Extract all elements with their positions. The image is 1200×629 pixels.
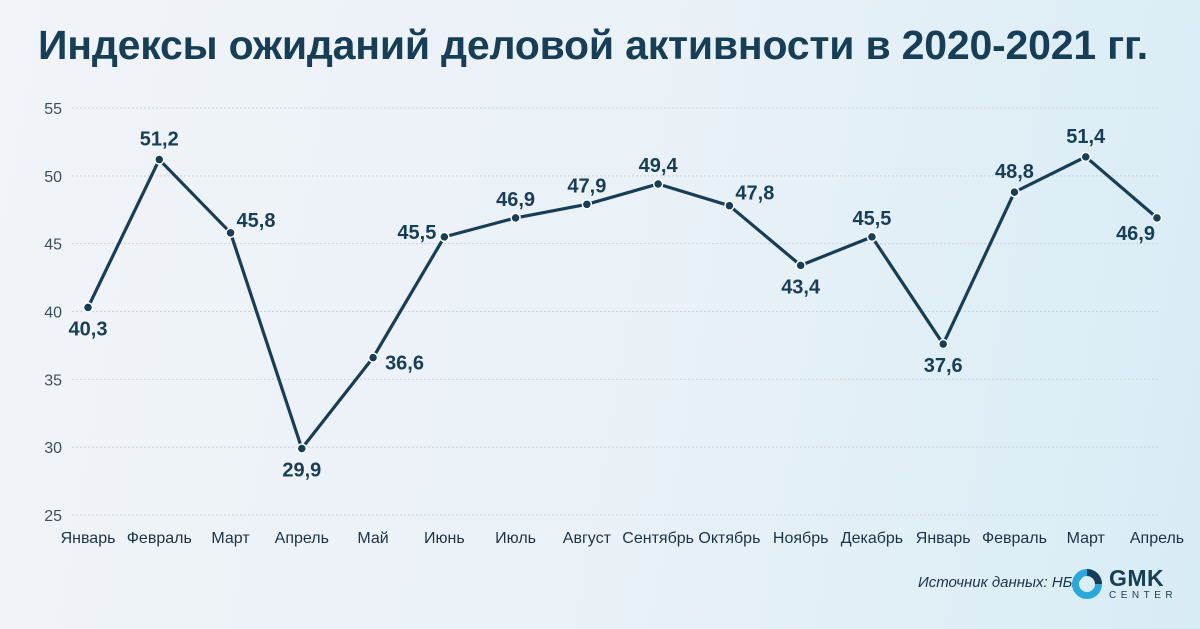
data-label: 45,8: [237, 210, 276, 232]
data-point: [795, 260, 806, 271]
data-point: [724, 200, 735, 211]
data-label: 46,9: [496, 189, 535, 211]
x-tick-label: Июль: [495, 530, 536, 547]
data-label: 48,8: [995, 161, 1034, 183]
data-label: 45,5: [852, 208, 891, 230]
x-tick-label: Апрель: [275, 530, 329, 547]
data-labels: 40,3 51,2 45,8 29,9 36,6 45,5 46,9 47,9 49,4 47,8…: [69, 126, 1155, 482]
data-point: [581, 199, 593, 210]
y-axis-ticks: 25 30 35 40 45 50 55: [44, 101, 62, 525]
x-tick-label: Август: [563, 530, 612, 547]
data-point: [510, 212, 521, 224]
x-tick-label: Март: [1067, 530, 1106, 547]
data-label: 37,6: [924, 355, 963, 377]
x-tick-label: Май: [357, 530, 388, 547]
data-label: 47,9: [567, 175, 606, 197]
x-tick-label: Декабрь: [841, 530, 903, 547]
data-point: [154, 154, 165, 165]
x-tick-label: Июнь: [424, 530, 465, 547]
data-point: [1151, 212, 1163, 224]
logo-sub-text: CENTER: [1109, 590, 1178, 601]
source-note: Источник данных: НБУ: [918, 574, 1082, 591]
data-point: [367, 352, 379, 363]
data-point: [82, 302, 94, 313]
data-label: 51,4: [1066, 126, 1106, 148]
x-tick-label: Сентябрь: [622, 530, 694, 547]
y-tick-label: 55: [44, 101, 62, 118]
x-tick-label: Апрель: [1130, 530, 1184, 547]
y-tick-label: 45: [44, 237, 62, 254]
data-point: [296, 443, 308, 454]
x-tick-label: Февраль: [127, 530, 192, 547]
data-point: [652, 178, 664, 190]
gmk-center-logo-icon: [1072, 569, 1102, 599]
data-label: 40,3: [69, 318, 108, 340]
data-label: 45,5: [397, 222, 436, 244]
x-tick-label: Февраль: [982, 530, 1047, 547]
y-tick-label: 50: [44, 169, 62, 186]
y-tick-label: 30: [44, 440, 62, 457]
data-point: [225, 227, 236, 239]
series-line: [86, 155, 1159, 451]
x-tick-label: Март: [211, 530, 250, 547]
x-tick-label: Октябрь: [698, 530, 760, 547]
data-point: [1080, 151, 1091, 163]
data-point: [1009, 186, 1020, 198]
data-point: [866, 231, 878, 243]
x-tick-label: Ноябрь: [773, 530, 829, 547]
data-label: 51,2: [140, 129, 179, 151]
x-tick-label: Январь: [916, 530, 971, 547]
data-label: 46,9: [1116, 223, 1155, 245]
data-label: 29,9: [282, 460, 321, 482]
y-tick-label: 40: [44, 305, 62, 322]
x-tick-label: Январь: [61, 530, 116, 547]
chart-title: Индексы ожиданий деловой активности в 20…: [38, 22, 1148, 68]
data-label: 43,4: [781, 276, 821, 298]
series-line-group: [82, 151, 1163, 454]
logo-main-text: GMK: [1109, 565, 1165, 591]
data-label: 47,8: [735, 183, 774, 205]
line-chart: 25 30 35 40 45 50 55 Январь Февраль Март Апрель Ма…: [44, 101, 1185, 547]
data-point: [439, 231, 450, 243]
x-axis-ticks: Январь Февраль Март Апрель Май Июнь Июль Август…: [61, 530, 1185, 547]
gmk-center-logo: GMK CENTER: [1071, 567, 1177, 601]
data-label: 49,4: [639, 155, 679, 177]
gridlines: [72, 107, 1158, 516]
data-point: [937, 338, 949, 350]
y-tick-label: 25: [44, 508, 62, 525]
data-label: 36,6: [385, 353, 424, 375]
y-tick-label: 35: [44, 372, 62, 389]
